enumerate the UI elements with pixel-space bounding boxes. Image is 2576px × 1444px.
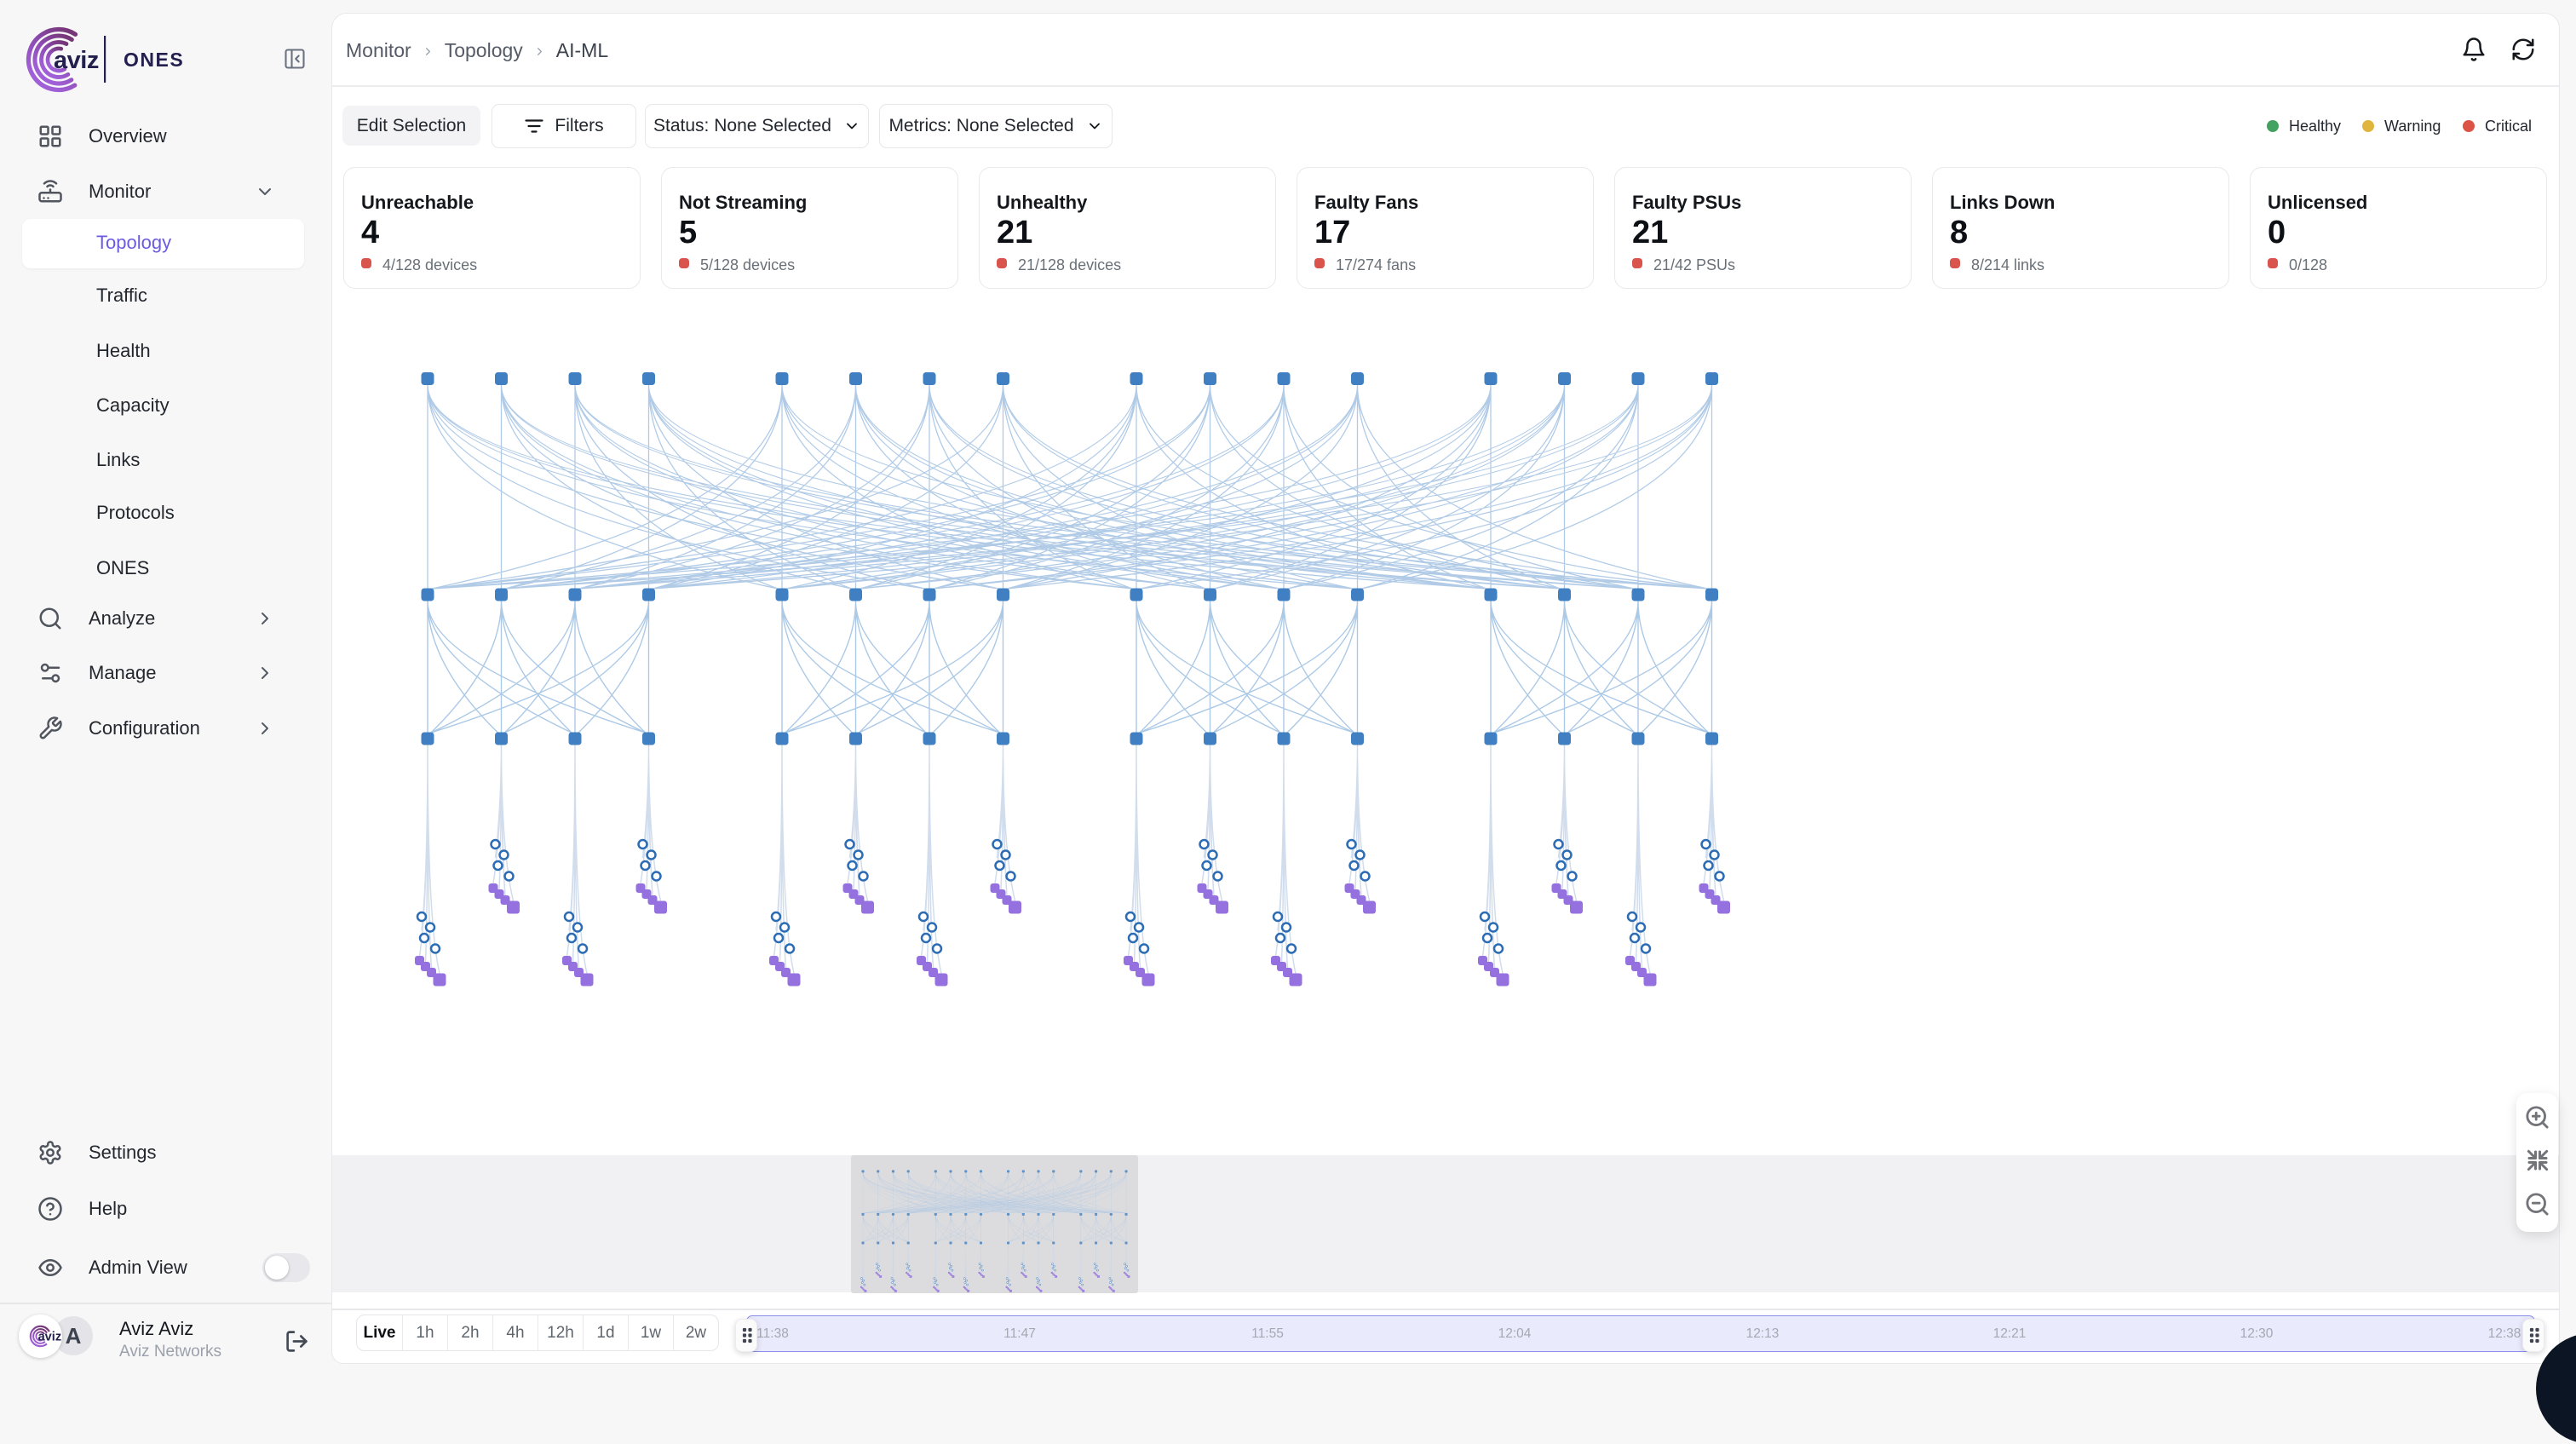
svg-text:aviz: aviz: [38, 1331, 62, 1344]
svg-text:ONES: ONES: [124, 49, 184, 71]
svg-text:aviz: aviz: [54, 47, 99, 74]
